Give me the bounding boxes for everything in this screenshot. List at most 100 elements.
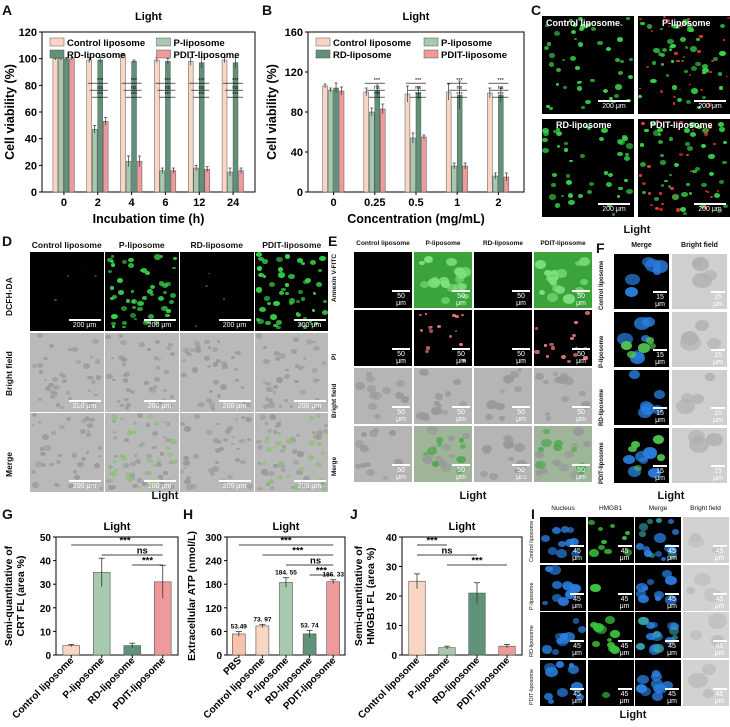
cell-dot [283,398,289,402]
cell-dot [672,194,680,200]
cell-dot [461,358,467,363]
y-tick-label: 40 [386,533,398,544]
scale-bar: 50 μm [392,348,410,365]
cell-dot [597,40,603,46]
cell-dot [560,194,565,198]
cell-dot [618,186,623,191]
cell-dot [111,255,115,258]
cell-dot [454,329,458,332]
cell-dot [234,379,239,383]
cell-dot [298,365,303,370]
cell-dot [588,519,595,525]
panel-e: Control liposome P-liposome RD-liposome PDI… [328,240,596,505]
cell-dot [193,413,201,420]
cell-dot [557,596,570,607]
cell-dot [676,399,695,415]
cell-dot [554,632,564,641]
cell-dot [275,320,283,326]
cell-dot [578,257,590,267]
y-tick-label: 180 [205,580,222,591]
cell-dot [124,438,129,442]
legend-label: P-liposome [174,38,225,49]
cell-dot [572,427,584,436]
cell-dot [551,594,562,603]
cell-dot [266,301,272,305]
cell-dot [601,539,607,544]
cell-dot [148,486,152,490]
cell-dot [89,418,95,423]
cell-dot [294,379,299,384]
y-axis-label: Cell viability (%) [3,64,17,160]
cell-dot [539,290,546,295]
sig-label: *** [292,546,303,557]
cell-dot [256,318,264,325]
cell-dot [455,468,463,474]
cell-dot [548,565,561,576]
cell-dot [552,284,562,293]
cell-dot [120,417,124,421]
legend-label: P-liposome [441,38,492,49]
cell-dot [627,466,642,478]
x-tick-label: 12 [193,197,205,209]
cell-dot [236,447,240,451]
cell-dot [580,24,586,29]
cell-dot [543,130,550,136]
cell-dot [535,327,539,330]
cell-dot [570,584,582,593]
cell-dot [650,121,656,126]
sig-label: *** [316,566,327,577]
y-tick-label: 0 [297,187,303,199]
image-tile: 50 μm [474,310,532,366]
cell-dot [563,376,575,386]
scale-bar: 50 μm [572,290,590,307]
cell-dot [671,85,678,90]
cell-dot [709,70,712,73]
y-tick-label: 40 [40,557,52,568]
cell-dot [72,347,79,353]
cell-dot [718,122,725,127]
scale-bar: 15 μm [653,291,667,308]
cell-dot [431,406,442,416]
cell-dot [181,358,186,363]
column-title: RD-liposome [482,240,524,247]
column-title: Bright field [690,505,721,512]
cell-dot [565,174,571,178]
cell-dot [657,52,663,57]
cell-dot [508,456,515,462]
y-tick-label: 160 [285,27,303,39]
cell-dot [576,80,581,84]
scale-bar: 45 μm [712,640,727,657]
cell-dot [617,139,624,144]
cell-dot [222,297,226,300]
cell-dot [439,460,447,467]
cell-dot [653,130,660,136]
cell-dot [649,552,656,558]
cell-dot [617,151,623,157]
cell-dot [510,370,519,378]
cell-dot [441,297,451,305]
cell-dot [556,549,568,558]
cell-dot [606,637,612,643]
cell-dot [118,290,124,296]
cell-dot [635,543,645,551]
cell-dot [563,148,569,152]
scale-bar: 50 μm [572,406,590,423]
cell-dot [647,164,652,168]
panel-c-tile-pdit [638,119,730,217]
cell-dot [547,293,558,302]
cell-dot [702,688,715,699]
image-tile: 200 μm [180,413,254,492]
cell-dot [223,438,229,443]
cell-dot [382,476,388,480]
cell-dot [660,63,664,66]
cell-dot [688,672,708,689]
y-axis-label: Semi-quantitative of [353,545,365,646]
image-tile: 45 μm [540,517,586,563]
panel-c-title-pdit: PDIT-liposome [650,120,713,130]
bar [170,170,177,193]
cell-dot [555,131,562,137]
scale-bar: 45 μm [665,545,679,562]
cell-dot [373,428,380,433]
cell-dot [62,379,68,384]
image-tile: 45 μm [587,564,634,611]
